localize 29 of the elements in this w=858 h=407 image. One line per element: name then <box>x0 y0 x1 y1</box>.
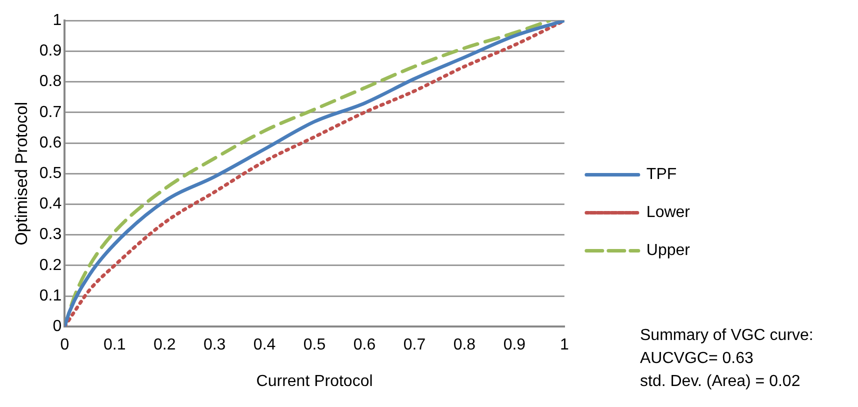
y-tick-label: 0.5 <box>39 165 62 182</box>
x-tick-label: 0.6 <box>353 336 376 354</box>
y-tick-label: 0.4 <box>39 196 62 213</box>
x-tick-label: 0.7 <box>403 336 426 354</box>
y-tick-label: 0.7 <box>39 104 62 121</box>
y-tick-label: 0.9 <box>39 42 62 60</box>
y-tick-label: 0.1 <box>39 287 62 304</box>
y-tick-label: 0.3 <box>39 226 62 244</box>
x-axis-title: Current Protocol <box>256 372 373 390</box>
x-tick-label: 0.2 <box>153 336 176 354</box>
legend-label: TPF <box>646 166 677 184</box>
x-tick-label: 0.3 <box>203 336 226 354</box>
y-tick-label: 0.6 <box>39 134 62 152</box>
y-tick-label: 0 <box>52 318 62 336</box>
x-tick-label: 0.5 <box>303 336 326 354</box>
y-tick-label: 0.8 <box>39 73 62 90</box>
x-tick-label: 0.8 <box>453 336 476 354</box>
legend-label: Lower <box>646 204 691 222</box>
text: Summary of VGC curve: <box>640 326 814 346</box>
text: AUCVGC= 0.63 <box>640 349 754 369</box>
y-axis-title: Optimised Protocol <box>12 102 31 246</box>
text: std. Dev. (Area) = 0.02 <box>640 372 802 392</box>
x-tick-label: 0.4 <box>253 336 276 354</box>
x-tick-label: 0.1 <box>103 336 126 354</box>
y-tick-label: 0.2 <box>39 256 62 274</box>
x-tick-label: 1 <box>560 336 569 354</box>
y-tick-label: 1 <box>52 12 62 30</box>
x-tick-label: 0.9 <box>503 336 526 354</box>
legend-label: Upper <box>646 242 691 260</box>
